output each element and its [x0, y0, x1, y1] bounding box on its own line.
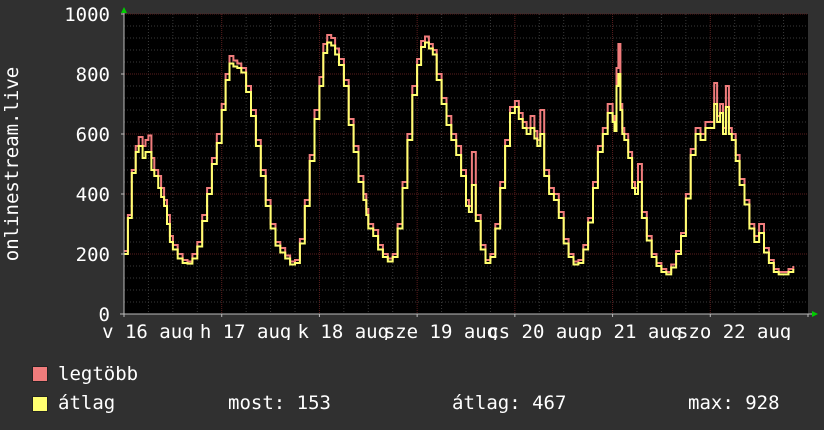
x-tick-label: v 16 aug: [102, 321, 194, 340]
tick-labels: 0 200 400 600 800 1000 v 16 aug h 17 aug k 18 au…: [64, 4, 791, 343]
y-tick-label: 1000: [64, 4, 110, 26]
legend-swatch-max: [32, 366, 48, 382]
axes: [120, 7, 818, 317]
x-tick-label: k 18 aug: [298, 321, 390, 340]
y-tick-label: 600: [76, 124, 110, 146]
x-tick-label: szo 22 aug: [677, 321, 791, 340]
series-layer: [124, 34, 795, 276]
y-axis-arrow: [121, 7, 127, 13]
y-axis-label: onlinestream.live: [1, 67, 23, 261]
series-line-avg: [124, 41, 795, 276]
x-tick-label: sze 19 aug: [384, 321, 498, 340]
y-tick-label: 800: [76, 64, 110, 86]
x-tick-label: p 21 aug: [591, 321, 683, 340]
stat-now: most: 153: [228, 392, 331, 414]
x-axis-arrow: [812, 311, 818, 317]
chart-svg: 0 200 400 600 800 1000 v 16 aug h 17 aug k 18 au…: [1, 4, 818, 343]
y-tick-label: 0: [99, 304, 110, 326]
x-tick-label: cs 20 aug: [487, 321, 590, 340]
stat-max: max: 928: [688, 392, 780, 414]
stat-average: átlag: 467: [452, 392, 567, 414]
legend-label-avg: átlag: [58, 392, 116, 414]
legend-swatch-avg: [32, 396, 48, 412]
y-tick-label: 400: [76, 184, 110, 206]
y-tick-label: 200: [76, 244, 110, 266]
x-tick-label: h 17 aug: [200, 321, 292, 340]
legend-label-max: legtöbb: [58, 363, 139, 385]
